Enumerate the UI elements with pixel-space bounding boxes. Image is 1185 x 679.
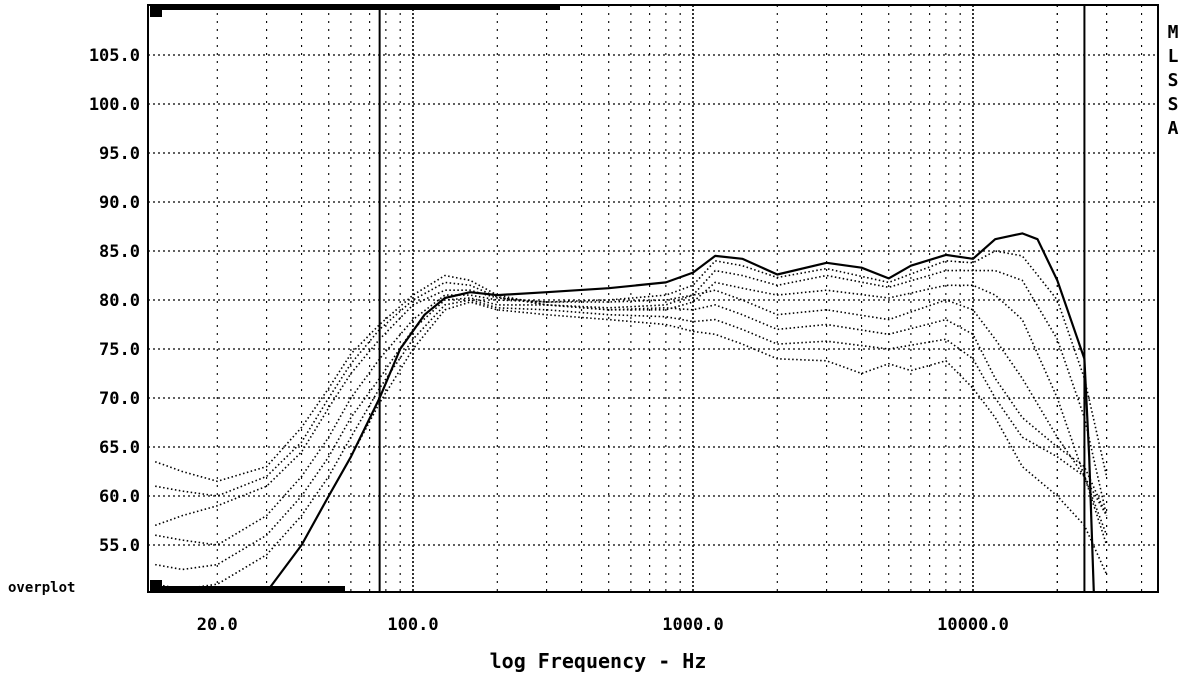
series-line	[155, 299, 1108, 590]
y-tick-label: 100.0	[89, 95, 140, 115]
plot-frame	[147, 4, 1159, 593]
y-tick-label: 70.0	[99, 389, 140, 409]
series-line	[265, 232, 1095, 593]
y-tick-labels: 55.0 60.0 65.0 70.0 75.0 80.0 85.0 90.0 95.0 100.…	[89, 46, 140, 556]
overplot-label: overplot	[8, 580, 75, 596]
x-tick-label: 1000.0	[662, 615, 723, 635]
series-line	[155, 269, 1108, 516]
x-tick-label: 10000.0	[937, 615, 1009, 635]
side-label-letter: A	[1168, 118, 1179, 139]
side-label-letter: S	[1168, 70, 1179, 91]
y-tick-label: 80.0	[99, 291, 140, 311]
series-line	[155, 297, 1108, 571]
series-line	[300, 301, 1108, 575]
y-tick-label: 90.0	[99, 193, 140, 213]
y-tick-label: 65.0	[99, 438, 140, 458]
side-label-letter: L	[1168, 46, 1179, 67]
grid-lines	[148, 5, 1158, 592]
x-tick-label: 100.0	[387, 615, 438, 635]
series-lines	[154, 232, 1108, 593]
y-tick-label: 75.0	[99, 340, 140, 360]
y-tick-label: 85.0	[99, 242, 140, 262]
bottom-scroll-bar[interactable]	[150, 586, 345, 592]
y-tick-label: 55.0	[99, 536, 140, 556]
series-line	[155, 289, 1108, 546]
cursor-lines	[378, 5, 1086, 592]
top-scroll-handle[interactable]	[150, 5, 162, 17]
x-axis-label: log Frequency - Hz	[490, 649, 707, 673]
y-tick-label: 60.0	[99, 487, 140, 507]
bottom-scroll-handle[interactable]	[150, 580, 162, 592]
x-tick-label: 20.0	[197, 615, 238, 635]
top-scroll-bar[interactable]	[150, 4, 560, 10]
x-tick-labels: 20.0 100.0 1000.0 10000.0	[197, 615, 1009, 635]
side-label-letter: S	[1168, 94, 1179, 115]
y-tick-label: 105.0	[89, 46, 140, 66]
series-line	[154, 274, 1108, 546]
side-label-letter: M	[1168, 22, 1179, 43]
y-tick-label: 95.0	[99, 144, 140, 164]
series-line	[154, 250, 1108, 527]
